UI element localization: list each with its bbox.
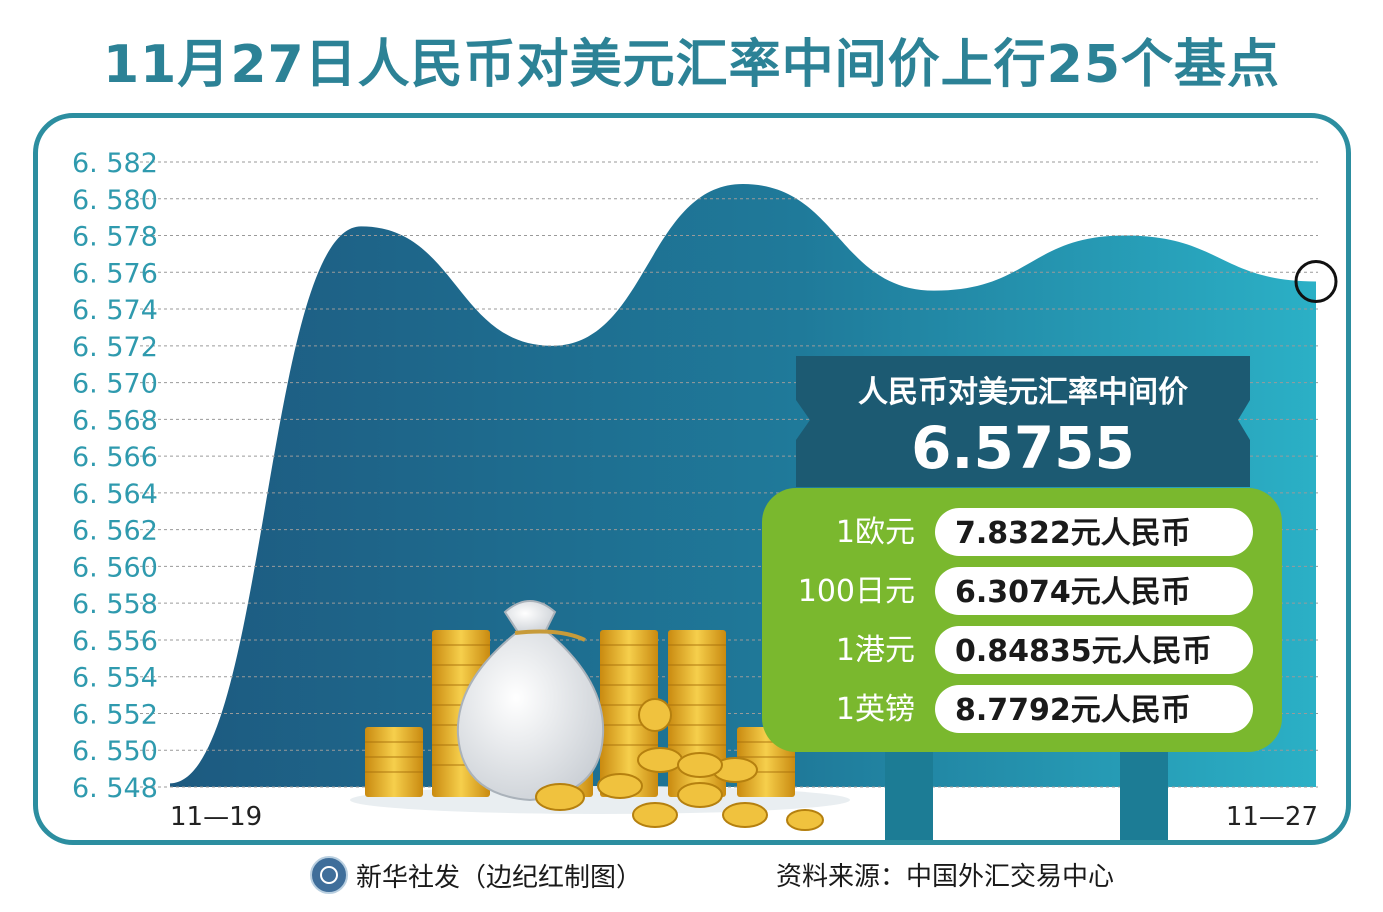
rate-label: 1港元 (836, 633, 915, 668)
y-tick-label: 6. 562 (72, 516, 158, 547)
y-tick-label: 6. 578 (72, 222, 158, 253)
y-tick-label: 6. 550 (72, 736, 158, 767)
rate-label: 1欧元 (836, 515, 915, 550)
panel-title: 人民币对美元汇率中间价 (858, 375, 1188, 410)
rate-value: 8.7792元人民币 (955, 693, 1191, 728)
rate-value: 6.3074元人民币 (955, 575, 1191, 610)
marker-layer (1294, 259, 1338, 303)
rate-value: 0.84835元人民币 (955, 634, 1212, 669)
y-tick-label: 6. 572 (72, 332, 158, 363)
y-tick-label: 6. 580 (72, 185, 158, 216)
footer-source: 资料来源：中国外汇交易中心 (776, 862, 1115, 892)
last-point-marker (1294, 259, 1338, 303)
money-bag-icon (456, 600, 605, 802)
credit-text: 新华社发（边纪红制图） (356, 862, 643, 893)
x-end-label: 11—27 (1226, 802, 1318, 832)
rates-list: 1欧元 7.8322元人民币 100日元 6.3074元人民币 1港元 0.84835元人… (798, 508, 1253, 733)
y-tick-label: 6. 574 (72, 295, 158, 326)
x-axis: 11—19 11—27 (170, 802, 1318, 832)
y-tick-label: 6. 556 (72, 626, 158, 657)
y-tick-label: 6. 554 (72, 663, 158, 694)
y-tick-label: 6. 552 (72, 699, 158, 730)
panel-value: 6.5755 (911, 414, 1135, 482)
rate-value: 7.8322元人民币 (955, 516, 1191, 551)
y-tick-label: 6. 558 (72, 589, 158, 620)
scattered-coins-icon (535, 698, 824, 831)
y-tick-label: 6. 560 (72, 552, 158, 583)
x-start-label: 11—19 (170, 802, 262, 832)
rate-pill (935, 626, 1253, 674)
y-tick-label: 6. 548 (72, 773, 158, 804)
rate-pill (935, 685, 1253, 733)
y-tick-label: 6. 576 (72, 258, 158, 289)
footer-credit: 新华社发（边纪红制图） (310, 856, 642, 894)
page-title: 11月27日人民币对美元汇率中间价上行25个基点 (102, 35, 1281, 95)
y-tick-label: 6. 568 (72, 405, 158, 436)
y-tick-label: 6. 564 (72, 479, 158, 510)
rate-pill (935, 567, 1253, 615)
money-illustration (350, 600, 850, 831)
rate-label: 1英镑 (836, 692, 915, 727)
rate-label: 100日元 (798, 574, 915, 609)
y-tick-label: 6. 566 (72, 442, 158, 473)
y-axis: 6. 582 6. 580 6. 578 6. 576 6. 574 6. 572 6. 5… (72, 148, 158, 804)
rate-pill (935, 508, 1253, 556)
grid-layer (140, 161, 1318, 788)
info-panel: 人民币对美元汇率中间价 6.5755 1欧元 7.8322元人民币 100日元 6.3… (762, 356, 1282, 840)
y-tick-label: 6. 570 (72, 369, 158, 400)
y-tick-label: 6. 582 (72, 148, 158, 179)
xinhua-logo-icon (310, 856, 348, 894)
